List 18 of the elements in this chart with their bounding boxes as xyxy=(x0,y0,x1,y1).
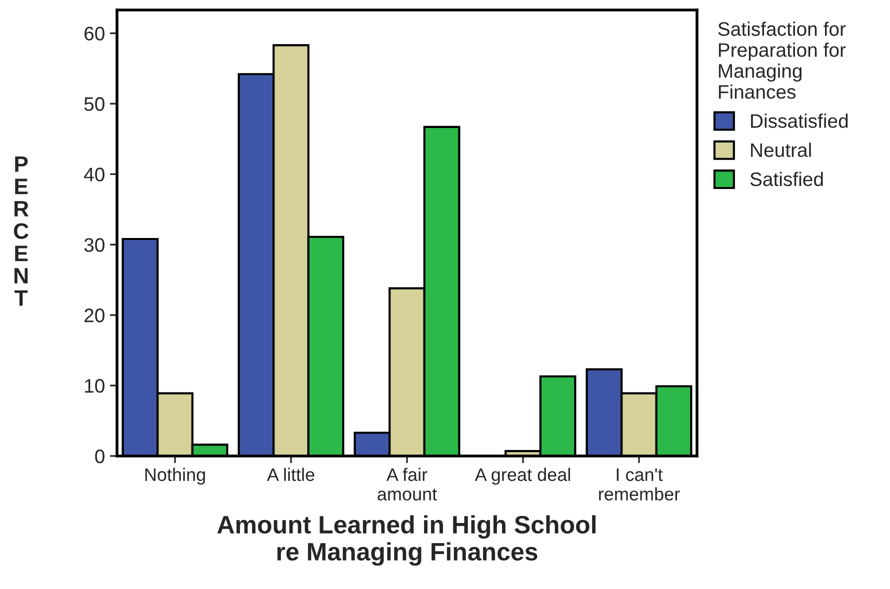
y-tick-label: 10 xyxy=(85,379,104,393)
legend-label: Neutral xyxy=(751,142,811,158)
x-tick-label: Nothing xyxy=(145,468,205,485)
x-tick-label: A fair amount xyxy=(378,468,437,501)
y-axis-title: PERCENT xyxy=(14,156,29,306)
legend-title: Satisfaction for Preparation for Managing Finances xyxy=(718,22,846,99)
x-tick-label: A great deal xyxy=(474,468,570,485)
x-tick-label: I can't remember xyxy=(599,468,680,501)
y-tick-label: 0 xyxy=(95,449,104,464)
y-tick-label: 60 xyxy=(84,26,104,40)
legend-label: Satisfied xyxy=(750,172,823,186)
y-tick-label: 30 xyxy=(84,238,104,252)
y-tick-label: 50 xyxy=(84,97,104,111)
x-tick-label: A little xyxy=(266,468,314,482)
y-tick-label: 20 xyxy=(84,308,104,322)
legend-label: Dissatisfied xyxy=(751,114,848,128)
x-axis-title: Amount Learned in High School re Managing Finances xyxy=(217,515,596,566)
y-tick-label: 40 xyxy=(84,168,104,182)
